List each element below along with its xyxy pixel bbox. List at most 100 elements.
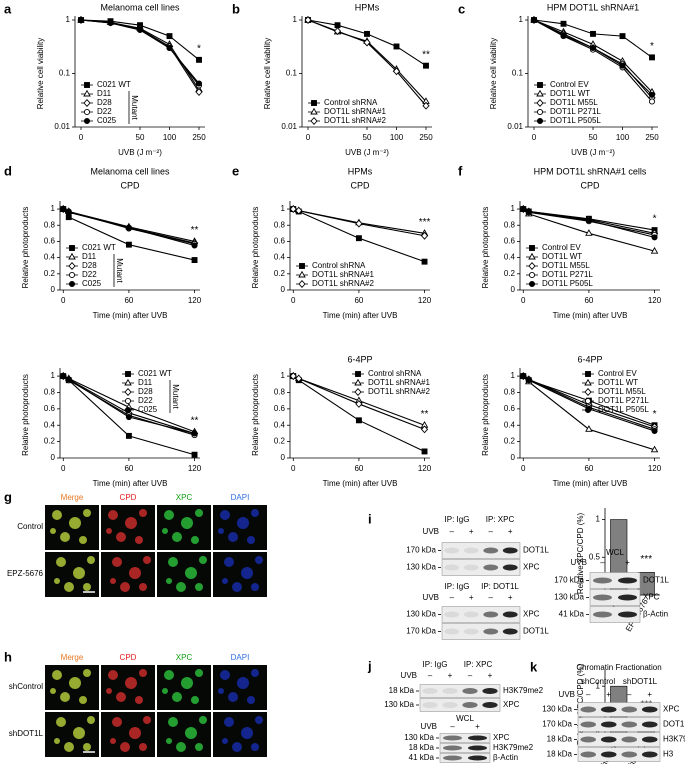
legend-label: DOT1L P271L	[598, 396, 649, 405]
x-tick-label: 60	[584, 464, 593, 473]
nucleus	[125, 517, 137, 529]
nucleus	[232, 582, 242, 592]
data-point	[65, 209, 72, 216]
blot-band	[621, 706, 638, 713]
y-tick-label: 1	[66, 15, 71, 24]
legend-marker	[536, 89, 544, 97]
y-tick-label: 0.4	[504, 253, 516, 262]
x-tick-label: 60	[124, 464, 133, 473]
nucleus	[64, 742, 74, 752]
nucleus	[222, 738, 228, 744]
legend-marker	[83, 108, 91, 116]
blot-band	[463, 628, 479, 635]
legend-marker	[298, 270, 306, 278]
protein-label: β-Actin	[643, 610, 668, 619]
kda-label: 170 kDa	[542, 720, 572, 729]
y-tick-label: 0	[511, 453, 516, 462]
nucleus	[251, 509, 259, 517]
significance-label: *	[653, 214, 657, 225]
data-point	[520, 205, 527, 213]
data-point	[423, 62, 429, 69]
blot-band	[483, 611, 499, 618]
nucleus	[241, 727, 253, 739]
protein-label: XPC	[523, 610, 540, 619]
protein-label: XPC	[503, 700, 520, 709]
nucleus	[251, 669, 259, 677]
legend-group-label: Mutant	[130, 95, 139, 120]
blot-strip	[441, 559, 521, 576]
blot-band	[442, 688, 458, 694]
data-point	[585, 217, 592, 224]
y-axis-label: Relative photoproducts	[251, 374, 260, 456]
panel-letter: k	[530, 659, 538, 674]
uvb-state: –	[627, 690, 632, 699]
panel-letter: f	[458, 163, 463, 178]
nucleus	[73, 567, 85, 579]
x-tick-label: 0	[306, 133, 311, 142]
significance-label: **	[422, 49, 430, 60]
legend-label: DOT1L M55L	[598, 387, 646, 396]
kda-label: 41 kDa	[559, 610, 585, 619]
legend-marker	[584, 378, 592, 386]
legend-marker	[584, 406, 592, 414]
nucleus	[191, 696, 199, 704]
data-point	[648, 91, 656, 98]
legend-group-label: Mutant	[115, 258, 124, 283]
legend-marker	[528, 252, 536, 260]
uvb-state: –	[428, 671, 433, 680]
data-point	[125, 432, 132, 439]
uvb-state: +	[508, 527, 513, 536]
y-tick-label: 0.8	[274, 388, 286, 397]
kda-label: 130 kDa	[406, 610, 436, 619]
y-axis-label: Relative photoproducts	[481, 374, 490, 456]
y-axis-label: Relative cell viability	[36, 38, 45, 110]
data-point	[355, 399, 363, 408]
data-point	[421, 258, 428, 265]
legend-marker	[68, 271, 76, 279]
legend-marker	[354, 388, 362, 396]
nucleus	[120, 582, 130, 592]
x-tick-label: 250	[419, 133, 433, 142]
data-point	[196, 56, 202, 63]
data-point	[125, 224, 132, 231]
significance-label: *	[653, 409, 657, 420]
legend-marker	[69, 245, 75, 251]
nucleus	[54, 738, 60, 744]
nucleus	[116, 532, 126, 542]
nucleus	[195, 583, 203, 591]
legend-marker	[124, 406, 132, 414]
data-point	[60, 373, 67, 380]
y-tick-label: 1	[281, 371, 286, 380]
blot-band	[621, 736, 638, 743]
legend-label: Control shRNA	[324, 98, 378, 107]
y-tick-label: 0.6	[44, 404, 56, 413]
legend-marker	[537, 82, 543, 88]
data-point	[333, 27, 342, 36]
blot-band	[463, 547, 479, 554]
data-point	[392, 67, 401, 76]
significance-label: *	[197, 43, 201, 54]
blot-band	[600, 706, 617, 713]
data-point	[191, 242, 198, 249]
x-tick-label: 250	[192, 133, 206, 142]
y-tick-label: 1	[51, 371, 56, 380]
uvb-state: +	[475, 722, 480, 731]
blot-header: WCL	[606, 548, 624, 557]
blot-header: shDOT1L	[623, 677, 658, 686]
x-tick-label: 0	[521, 464, 526, 473]
data-point	[125, 413, 132, 421]
legend-marker	[68, 262, 76, 270]
legend-label: D28	[97, 98, 112, 107]
uvb-state: –	[468, 671, 473, 680]
legend-marker	[68, 280, 76, 288]
nucleus	[195, 743, 203, 751]
legend-marker	[83, 89, 91, 97]
data-point	[125, 241, 132, 248]
legend-label: DOT1L WT	[542, 252, 582, 261]
uvb-label: UVB	[423, 593, 439, 602]
legend-marker	[124, 388, 132, 396]
nucleus	[247, 536, 255, 544]
data-point	[191, 430, 198, 437]
nucleus	[199, 556, 207, 564]
